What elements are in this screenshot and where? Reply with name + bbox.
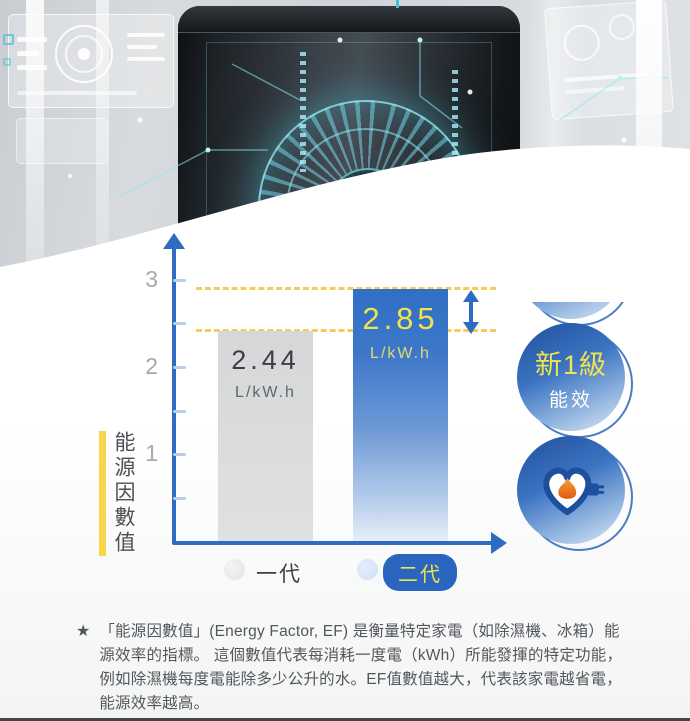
bar-unit: L/kW.h xyxy=(370,345,431,362)
y-axis-line xyxy=(172,247,176,543)
footnote-text: 「能源因數值」(Energy Factor, EF) 是衡量特定家電（如除濕機、… xyxy=(99,623,623,712)
heart-plug-flame-icon xyxy=(543,467,605,516)
difference-arrow-icon xyxy=(462,290,480,334)
bar-unit: L/kW.h xyxy=(235,384,296,401)
target-rings-icon xyxy=(55,25,113,83)
y-tick xyxy=(173,322,186,325)
antenna-mark xyxy=(396,0,399,8)
hud-panel-small xyxy=(16,118,108,164)
y-tick xyxy=(173,497,186,500)
badge-grade-label: 能效 xyxy=(548,389,593,411)
legend-label-gen1: 一代 xyxy=(256,563,302,586)
legend-pill-gen2: 二代 xyxy=(383,554,457,591)
bar-value: 2.44 xyxy=(231,345,300,375)
y-tick-label: 3 xyxy=(145,266,158,292)
dashed-reference-line-285 xyxy=(196,287,496,290)
legend-dot-gen2 xyxy=(357,559,378,580)
footnote: ★ 「能源因數值」(Energy Factor, EF) 是衡量特定家電（如除濕… xyxy=(76,620,624,716)
badge-grade: 新1級 能效 xyxy=(517,323,633,438)
y-axis-title: 能源因數值 xyxy=(99,431,138,556)
badge-grade-value: 新1級 xyxy=(534,349,608,380)
data-column-graphic xyxy=(300,52,306,172)
dashed-reference-line-244 xyxy=(196,329,496,332)
hero-image xyxy=(0,0,690,302)
y-tick xyxy=(173,279,186,282)
x-axis-arrow-icon xyxy=(491,532,507,554)
y-tick-label: 2 xyxy=(145,353,158,379)
tech-glyph-icon xyxy=(3,58,11,66)
y-axis-arrow-icon xyxy=(163,233,185,249)
bar-generation2: 2.85 L/kW.h xyxy=(353,289,448,541)
light-stripe xyxy=(26,0,44,302)
bar-generation1: 2.44 L/kW.h xyxy=(218,331,313,541)
data-column-graphic xyxy=(452,70,458,160)
tech-glyph-icon xyxy=(3,34,14,45)
bar-value: 2.85 xyxy=(362,301,439,336)
badge-energy-label xyxy=(517,436,633,551)
legend-dot-gen1 xyxy=(224,559,245,580)
y-tick xyxy=(173,453,186,456)
y-tick xyxy=(173,366,186,369)
x-axis-line xyxy=(172,541,494,545)
y-tick-label: 1 xyxy=(145,440,158,466)
next-section-edge xyxy=(0,718,690,721)
hud-panel-left xyxy=(8,14,174,108)
star-icon: ★ xyxy=(76,623,91,640)
y-tick xyxy=(173,410,186,413)
